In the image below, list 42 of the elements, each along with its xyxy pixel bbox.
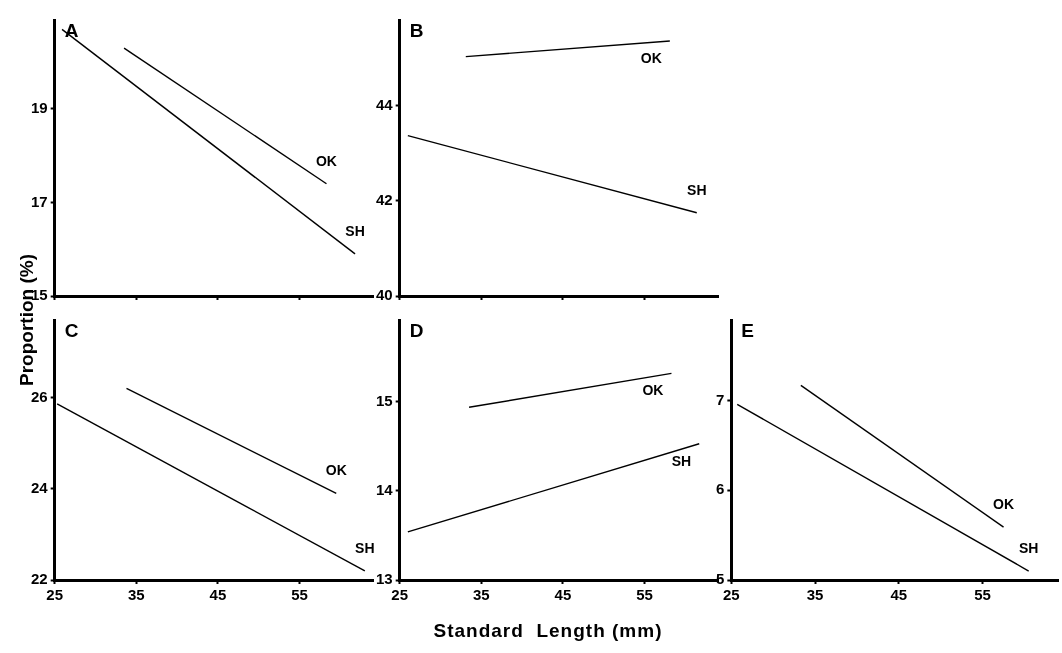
x-tick-label: 45 <box>209 586 227 604</box>
x-tick-label: 45 <box>890 586 908 604</box>
y-tick-label: 19 <box>31 99 48 117</box>
x-tick-label: 25 <box>723 586 740 604</box>
y-tick-label: 44 <box>376 95 394 113</box>
x-tick-label: 25 <box>391 586 409 604</box>
chart-title: D <box>409 319 424 341</box>
x-axis-title: Standard Length (mm) <box>432 620 664 642</box>
x-tick-label: 55 <box>636 586 653 604</box>
chart-title: C <box>64 319 79 341</box>
y-tick-label: 40 <box>376 286 393 304</box>
series-label: SH <box>355 539 375 556</box>
x-tick-label: 55 <box>291 586 308 604</box>
series-label: SH <box>1018 539 1039 556</box>
x-tick-label: 45 <box>554 586 572 604</box>
y-tick-label: 7 <box>716 390 725 408</box>
y-tick-label: 42 <box>376 190 393 208</box>
chart-title: A <box>64 19 79 41</box>
series-label: SH <box>687 181 707 198</box>
series-label: SH <box>671 452 692 469</box>
series-label: OK <box>315 152 337 169</box>
y-tick-label: 15 <box>376 392 393 410</box>
series-label: OK <box>325 462 347 479</box>
chart-title: B <box>409 19 424 41</box>
x-tick-label: 55 <box>974 586 991 604</box>
y-tick-label: 5 <box>716 570 725 588</box>
x-tick-label: 35 <box>806 586 824 604</box>
y-tick-label: 22 <box>31 570 48 588</box>
y-tick-label: 6 <box>716 480 725 498</box>
series-label: OK <box>640 49 662 66</box>
y-tick-label: 24 <box>31 478 49 496</box>
series-label: OK <box>642 382 664 399</box>
y-tick-label: 13 <box>376 570 393 588</box>
chart-title: E <box>741 319 755 341</box>
series-label: OK <box>993 495 1015 512</box>
series-label: SH <box>345 222 365 239</box>
x-tick-label: 35 <box>472 586 490 604</box>
y-tick-label: 14 <box>376 481 394 499</box>
x-tick-label: 25 <box>46 586 64 604</box>
x-tick-label: 35 <box>127 586 145 604</box>
y-tick-label: 17 <box>31 192 48 210</box>
y-tick-label: 26 <box>31 387 48 405</box>
